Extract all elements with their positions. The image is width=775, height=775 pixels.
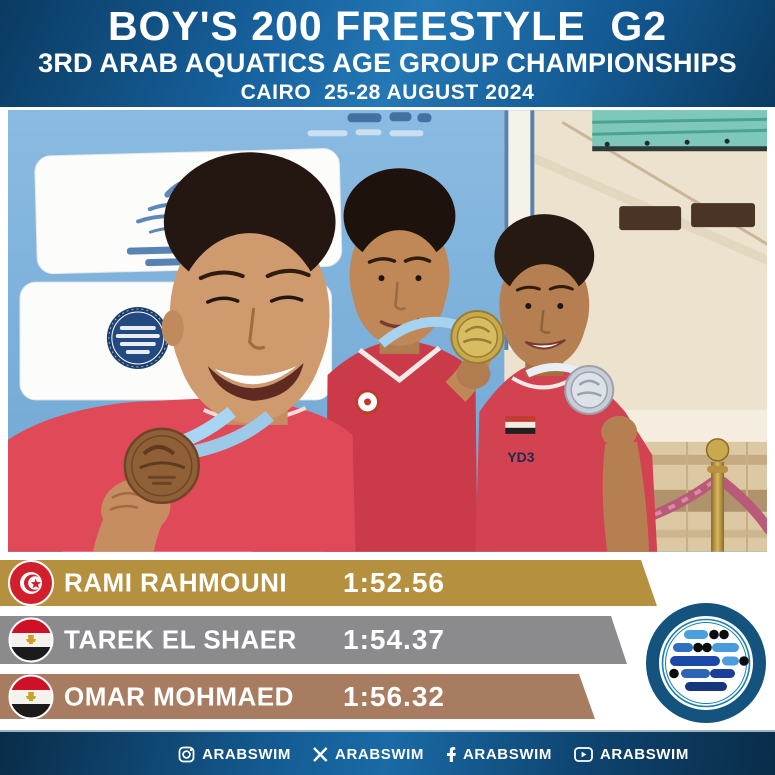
egypt-flag xyxy=(8,617,54,663)
result-row-gold: RAMI RAHMOUNI 1:52.56 xyxy=(0,560,657,606)
bronze-medal xyxy=(123,427,200,505)
logo-pattern xyxy=(669,629,749,691)
header-banner: BOY'S 200 FREESTYLE G2 3RD ARAB AQUATICS… xyxy=(0,0,775,107)
social-links: ARABSWIM ARABSWIM ARABSWIM ARABSWIM xyxy=(178,746,689,763)
swimmer-name: TAREK EL SHAER xyxy=(64,624,297,655)
youtube-icon xyxy=(574,747,593,762)
social-handle: ARABSWIM xyxy=(463,746,552,763)
result-row-silver: TAREK EL SHAER 1:54.37 xyxy=(0,616,627,664)
social-x: ARABSWIM xyxy=(313,746,424,763)
bleacher-seats xyxy=(592,110,767,152)
swimmer-right: YD3 xyxy=(475,214,658,552)
result-row-bronze: OMAR MOHMAED 1:56.32 xyxy=(0,674,595,719)
x-icon xyxy=(313,747,328,762)
result-time: 1:56.32 xyxy=(343,680,445,712)
gold-bar xyxy=(0,560,657,606)
banner-top-text xyxy=(347,112,432,123)
social-instagram: ARABSWIM xyxy=(178,746,291,763)
event-date-location: CAIRO 25-28 AUGUST 2024 xyxy=(240,80,535,104)
egypt-shirt-patch: YD3 xyxy=(505,415,536,465)
window xyxy=(619,206,682,231)
facebook-icon xyxy=(447,747,456,762)
podium-photo-illustration: YD3 xyxy=(8,110,767,552)
result-time: 1:54.37 xyxy=(343,624,445,655)
gold-medal xyxy=(450,310,505,364)
social-handle: ARABSWIM xyxy=(599,746,689,763)
instagram-icon xyxy=(178,746,195,763)
swimmer-name: OMAR MOHMAED xyxy=(64,681,294,711)
bronze-bar xyxy=(0,674,595,719)
silver-bar xyxy=(0,616,627,664)
swimmer-middle xyxy=(325,168,505,552)
social-handle: ARABSWIM xyxy=(335,746,424,763)
swimmer-left xyxy=(8,152,356,552)
social-facebook: ARABSWIM xyxy=(446,746,552,763)
arabswim-logo xyxy=(644,601,768,725)
championship-subtitle: 3RD ARAB AQUATICS AGE GROUP CHAMPIONSHIP… xyxy=(38,48,737,79)
shirt-text: YD3 xyxy=(507,449,534,465)
egypt-flag xyxy=(8,674,54,720)
social-handle: ARABSWIM xyxy=(202,746,292,763)
result-time: 1:52.56 xyxy=(343,567,445,598)
swimmer-name: RAMI RAHMOUNI xyxy=(64,567,288,598)
silver-medal xyxy=(564,364,615,415)
footer-bar: ARABSWIM ARABSWIM ARABSWIM ARABSWIM xyxy=(0,730,775,775)
event-title: BOY'S 200 FREESTYLE G2 xyxy=(107,3,668,49)
tunisia-flag xyxy=(8,560,54,606)
social-youtube: ARABSWIM xyxy=(574,746,689,763)
window xyxy=(691,203,756,228)
podium-photo: YD3 xyxy=(8,110,767,552)
